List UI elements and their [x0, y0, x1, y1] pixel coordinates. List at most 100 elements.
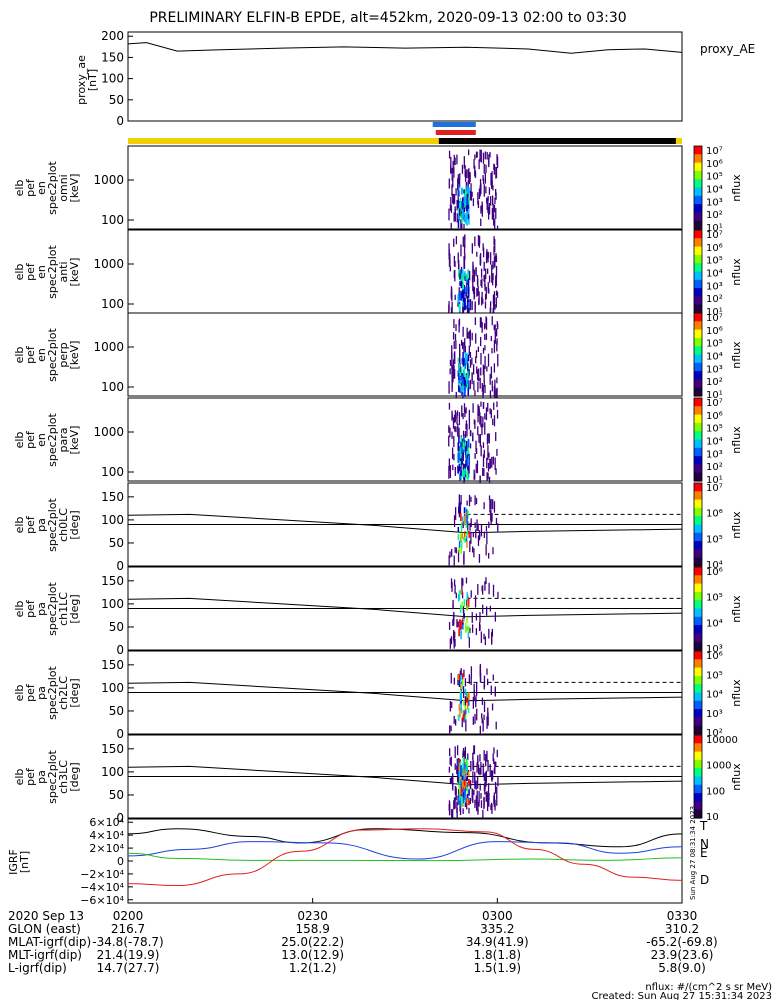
- pa-2-pixel: [460, 674, 462, 683]
- spec-colorbar-2-cell: [694, 354, 702, 358]
- pa-0-pixel: [469, 540, 471, 552]
- pa-colorbar-2-cell: [694, 725, 702, 729]
- spec-colorbar-1-tick: 10⁵: [706, 256, 723, 267]
- spec-3-pixel: [466, 424, 468, 437]
- spec-1-pixel: [485, 252, 488, 264]
- spec-colorbar-2-cell: [694, 333, 702, 337]
- spec-ylabel-3-5: [keV]: [68, 426, 81, 455]
- spec-colorbar-3-frame: [693, 397, 703, 482]
- pa-0-pixel: [458, 494, 461, 506]
- spec-frame-1: [127, 229, 683, 314]
- pa-2-pixel: [464, 678, 467, 687]
- pa-colorbar-2-cell: [694, 692, 702, 696]
- spec-1-pixel: [458, 264, 460, 270]
- spec-colorbar-3-cell: [694, 443, 702, 447]
- spec-1-pixel: [478, 235, 481, 244]
- spec-colorbar-1-cell: [694, 263, 702, 266]
- spec-0-pixel: [485, 164, 487, 173]
- spec-colorbar-0-cell: [694, 146, 702, 149]
- spec-colorbar-2-cell: [694, 329, 702, 333]
- spec-2-pixel: [454, 351, 456, 365]
- spec-0-pixel: [491, 171, 493, 183]
- pa-3-pixel: [485, 791, 487, 802]
- spec-2-pixel: [480, 352, 482, 365]
- pa-3-pixel: [466, 786, 469, 796]
- pa-3-pixel: [456, 758, 458, 765]
- spec-3-pixel: [462, 441, 464, 450]
- spec-1-pixel: [457, 302, 459, 307]
- igrf-ytick-label: 0: [117, 855, 124, 868]
- spec-2-pixel: [487, 353, 490, 367]
- spec-3-pixel: [454, 466, 456, 476]
- spec-2-pixel: [460, 366, 463, 373]
- spec-3-pixel: [465, 440, 468, 448]
- pa-3-pixel: [483, 750, 485, 761]
- spec-0-pixel: [466, 185, 468, 192]
- spec-2-pixel: [496, 341, 498, 352]
- pa-2-pixel: [464, 696, 467, 707]
- spec-colorbar-3-tick: 10⁵: [706, 424, 723, 435]
- pa-1-pixel: [484, 581, 486, 591]
- spec-3-pixel: [453, 414, 456, 423]
- pa-0-pixel: [478, 530, 481, 541]
- spec-3-pixel: [480, 401, 482, 407]
- pa-0-pixel: [486, 531, 488, 545]
- spec-colorbar-2-cell: [694, 315, 702, 318]
- spec-1-pixel: [469, 299, 472, 311]
- x-row-value: 310.2: [665, 922, 699, 936]
- spec-0-pixel: [486, 151, 488, 160]
- spec-0-pixel: [487, 201, 489, 213]
- spec-3-pixel: [490, 409, 493, 419]
- spec-3-pixel: [468, 462, 470, 474]
- spec-1-pixel: [487, 268, 489, 275]
- spec-2-pixel: [491, 316, 493, 326]
- spec-colorbar-1-cell: [694, 244, 702, 248]
- spec-3-pixel: [452, 464, 454, 471]
- spec-2-pixel: [452, 365, 454, 377]
- spec-3-pixel: [487, 433, 489, 443]
- pa-colorbar-2-cell: [694, 731, 702, 735]
- pa-0-pixel: [466, 509, 468, 518]
- pa-0-pixel: [490, 509, 492, 520]
- pa-0-pixel: [474, 522, 476, 529]
- spec-2-pixel: [494, 379, 496, 391]
- spec-colorbar-3-cell: [694, 439, 702, 443]
- spec-colorbar-0-cell: [694, 226, 702, 230]
- x-row-value: 1.8(1.8): [474, 948, 522, 962]
- pa-2-pixel: [482, 720, 484, 732]
- spec-1-pixel: [450, 286, 453, 300]
- pa-0-pixel: [460, 540, 463, 550]
- pa-colorbar-2-cell: [694, 727, 702, 731]
- spec-1-pixel: [473, 269, 475, 282]
- pa-2-pixel: [487, 707, 489, 719]
- spec-3-pixel: [474, 453, 476, 459]
- pa-colorbar-3-tick: 100: [706, 786, 725, 797]
- spec-0-pixel: [467, 169, 469, 179]
- pa-colorbar-0-cell: [694, 522, 702, 526]
- spec-0-pixel: [460, 202, 463, 209]
- spec-3-pixel: [461, 405, 463, 417]
- pa-1-pixel: [453, 638, 455, 649]
- pa-1-pixel: [466, 601, 469, 610]
- spec-1-pixel: [467, 281, 470, 292]
- pa-3-pixel: [469, 797, 471, 804]
- spec-3-pixel: [458, 451, 460, 456]
- pa-1-pixel: [459, 604, 462, 613]
- spec-3-pixel: [464, 446, 467, 455]
- spec-2-pixel: [475, 356, 477, 364]
- spec-1-pixel: [489, 301, 492, 312]
- pa-3-pixel: [477, 755, 479, 767]
- pa-colorbar-0-cell: [694, 497, 702, 501]
- pa-colorbar-3-cell: [694, 737, 702, 740]
- pa-1-pixel: [460, 630, 462, 640]
- spec-ytick-label: 100: [101, 297, 124, 311]
- pa-3-pixel: [492, 753, 494, 762]
- pa-colorbar-0-cell: [694, 549, 702, 553]
- pa-3-pixel: [448, 800, 451, 810]
- pa-colorbar-1-cell: [694, 612, 702, 616]
- spec-colorbar-3-cell: [694, 427, 702, 430]
- pa-colorbar-2-cell: [694, 682, 702, 685]
- pa-2-pixel: [479, 673, 482, 683]
- igrf-ytick-label: −4×10⁴: [80, 881, 124, 894]
- spec-1-pixel: [451, 294, 453, 301]
